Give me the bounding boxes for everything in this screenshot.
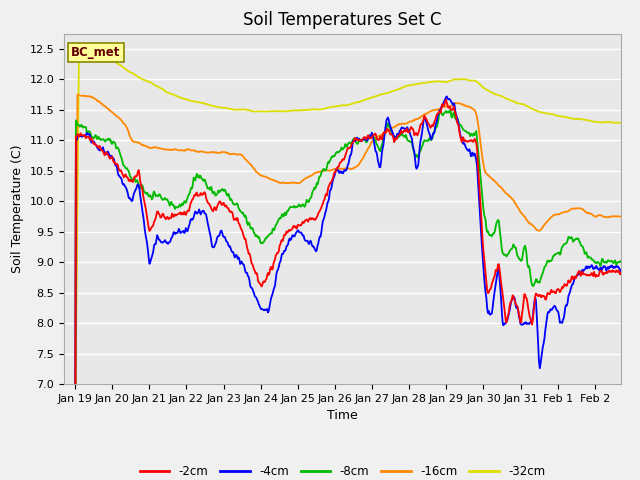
Y-axis label: Soil Temperature (C): Soil Temperature (C) bbox=[11, 144, 24, 273]
Text: BC_met: BC_met bbox=[71, 46, 120, 59]
X-axis label: Time: Time bbox=[327, 409, 358, 422]
Title: Soil Temperatures Set C: Soil Temperatures Set C bbox=[243, 11, 442, 29]
Legend: -2cm, -4cm, -8cm, -16cm, -32cm: -2cm, -4cm, -8cm, -16cm, -32cm bbox=[135, 461, 550, 480]
